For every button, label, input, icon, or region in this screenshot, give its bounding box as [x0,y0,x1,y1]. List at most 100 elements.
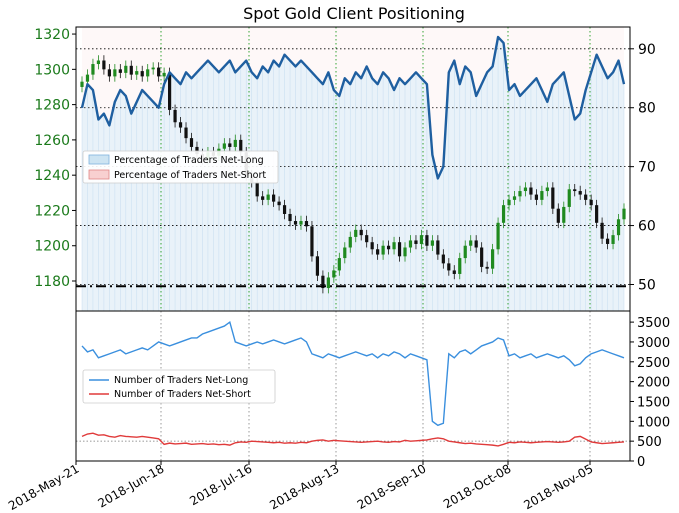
candle-body [140,71,144,77]
candle-body [365,235,369,243]
price-tick-label: 1260 [34,133,70,149]
candle-body [233,139,237,147]
price-tick-label: 1180 [34,274,70,290]
candle-body [255,182,259,197]
price-tick-label: 1240 [34,168,70,184]
percentage-tick-label: 90 [638,42,656,58]
chart-title: Spot Gold Client Positioning [243,4,465,23]
candle-body [113,69,117,77]
price-tick-label: 1280 [34,98,70,114]
candle-body [386,245,391,250]
candle-body [337,258,341,271]
legend-label-net-short-count: Number of Traders Net-Short [114,389,251,400]
candle-body [102,60,106,70]
candle-body [463,245,467,259]
price-tick-label: 1200 [34,239,70,255]
candle-body [80,81,84,87]
candle-body [299,221,303,225]
candle-body [135,71,139,75]
candle-body [162,72,166,77]
net-short-fill [82,27,624,179]
candle-body [343,247,347,259]
candle-body [441,254,445,264]
candle-body [545,187,549,192]
candle-body [419,235,424,244]
candle-body [512,196,517,200]
candle-body [282,205,287,214]
price-tick-label: 1320 [34,27,70,43]
count-tick-label: 500 [637,435,662,450]
candle-body [354,229,358,237]
candle-body [425,235,429,246]
bottom-legend-box [82,369,276,404]
candle-body [414,240,418,244]
candle-body [600,222,604,239]
candle-body [167,72,172,110]
percentage-axis-ticks: 90 80 70 60 50 [630,42,656,293]
candle-body [332,270,336,278]
count-tick-label: 2500 [637,356,670,371]
candle-body [272,194,276,202]
top-legend: Percentage of Traders Net-Long Percentag… [82,150,279,184]
legend-swatch-net-short [88,169,110,180]
candle-body [397,242,402,257]
candle-body [293,221,298,225]
price-tick-label: 1220 [34,203,70,219]
candle-body [277,201,281,206]
candle-body [261,196,265,200]
candle-body [228,143,232,147]
candle-body [605,238,610,244]
candle-body [315,256,320,276]
candle-body [529,187,533,195]
candle-body [469,240,473,246]
candle-body [584,194,588,200]
candle-body [189,138,194,147]
candle-body [178,122,183,128]
candle-body [310,226,314,257]
price-tick-label: 1300 [34,62,70,78]
price-axis-ticks: 1320 1300 1280 1260 1240 1220 1200 1180 [34,27,76,290]
net-long-count-line [81,320,625,427]
percentage-tick-label: 80 [638,101,656,117]
candle-body [118,69,122,73]
candle-body [589,199,593,206]
candle-body [534,194,539,200]
net-short-count-line [81,432,625,447]
candle-body [91,64,95,75]
candle-body [239,139,243,153]
candle-body [452,270,456,274]
legend-label-net-short-pct: Percentage of Traders Net-Short [114,170,266,181]
candle-body [359,229,363,236]
candle-body [567,189,571,207]
candle-body [403,247,407,257]
trader-count-lines [81,320,625,447]
bottom-plot-frame [75,310,631,462]
candle-body [447,263,451,271]
net-long-fill [82,37,624,311]
candle-body [96,60,101,65]
candle-body [436,240,440,255]
candle-body [381,245,385,255]
candle-body [540,191,544,200]
candle-body [458,258,462,274]
top-panel: 1320 1300 1280 1260 1240 1220 1200 1180 90 80 70 6… [34,26,656,312]
trader-count-axis-ticks: 3500 3000 2500 2000 1500 1000 500 0 [630,316,670,470]
candle-body [129,65,133,75]
candle-body [266,194,270,200]
candle-body [578,191,582,195]
net-long-percentage-line [80,35,626,180]
candle-body [157,67,161,77]
candle-body [408,240,413,248]
count-tick-label: 3500 [637,316,670,331]
percentage-tick-label: 70 [638,160,656,176]
bottom-legend: Number of Traders Net-Long Number of Tra… [82,369,276,404]
percentage-tick-label: 50 [638,277,656,293]
candle-body [480,247,484,267]
candle-body [376,249,380,255]
candle-body [611,235,615,244]
count-tick-label: 1500 [637,395,670,410]
candle-body [195,146,199,155]
candle-body [501,205,506,223]
candle-body [146,69,150,77]
candle-body [107,69,111,77]
